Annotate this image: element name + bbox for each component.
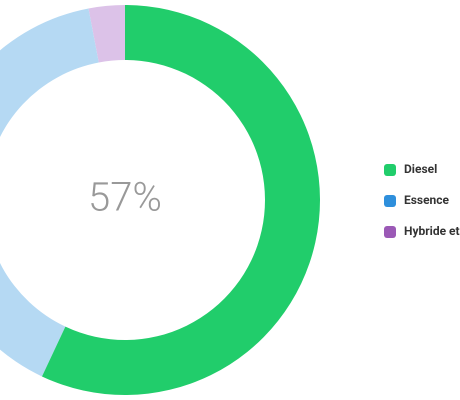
slice bbox=[41, 5, 321, 395]
legend-marker bbox=[384, 226, 396, 238]
legend-label: Diesel bbox=[404, 162, 437, 176]
legend-marker bbox=[384, 164, 396, 176]
slice bbox=[88, 5, 125, 63]
legend-label: Essence bbox=[404, 193, 450, 207]
legend-label: Hybride et bbox=[404, 224, 460, 238]
legend-marker bbox=[384, 195, 396, 207]
slice bbox=[0, 8, 99, 377]
center-label: 57% bbox=[88, 174, 162, 221]
